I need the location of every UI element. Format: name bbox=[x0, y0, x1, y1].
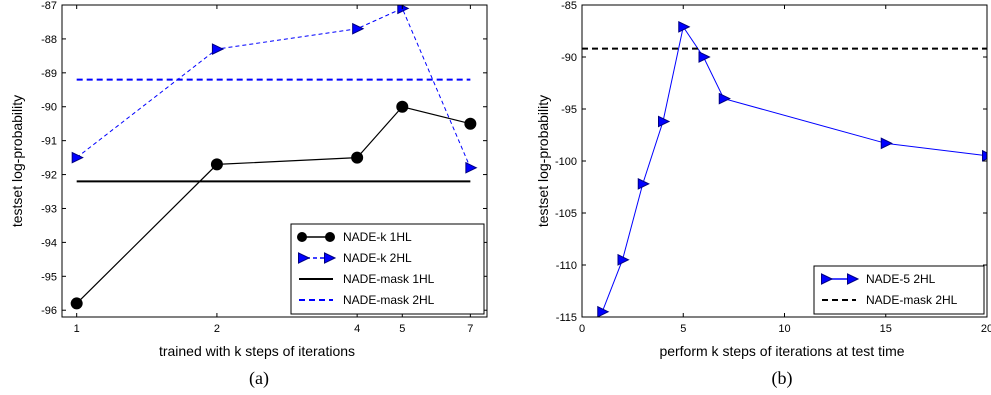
chart-a-y-axis-label: testset log-probability bbox=[9, 95, 25, 227]
chart-a-y-tick-label: -96 bbox=[41, 305, 57, 317]
chart-a-series-nade-k-2hl-point bbox=[397, 5, 410, 15]
chart-b-caption: (b) bbox=[772, 368, 793, 389]
chart-b-series-nade-5-2hl-point bbox=[597, 305, 610, 317]
chart-b-series-nade-5-2hl-point bbox=[678, 20, 691, 33]
chart-a-legend-nade-k-2hl-marker bbox=[324, 252, 337, 264]
chart-b-x-tick-label: 20 bbox=[981, 323, 991, 335]
chart-a-x-tick-label: 4 bbox=[354, 323, 360, 335]
chart-a-series-group bbox=[70, 5, 478, 310]
chart-b-series-nade-5-2hl-point bbox=[637, 177, 650, 190]
chart-a-legend-nade-k-1hl-marker bbox=[297, 232, 307, 242]
chart-b-series-nade-5-2hl-point bbox=[658, 115, 671, 128]
chart-a-x-tick-label: 7 bbox=[467, 323, 473, 335]
chart-b-series-group bbox=[582, 20, 987, 317]
chart-a-y-tick-label: -90 bbox=[41, 102, 57, 114]
chart-b-y-tick-label: -90 bbox=[561, 52, 577, 64]
chart-b-y-tick-label: -100 bbox=[555, 156, 577, 168]
chart-b-legend-nade-mask-2hl-label: NADE-mask 2HL bbox=[866, 293, 958, 307]
chart-a-plot-frame bbox=[61, 4, 488, 318]
chart-a-series-nade-k-1hl-point bbox=[396, 100, 409, 113]
chart-b-series-nade-5-2hl-point bbox=[880, 137, 893, 150]
chart-a-legend-nade-k-2hl-marker bbox=[298, 252, 311, 264]
chart-a-legend-nade-k-1hl-label: NADE-k 1HL bbox=[343, 230, 412, 244]
chart-a-axes: -96 -95 -94 -93 -92 -91 -90 -89 -88 -87 1 2 4 5 7 bbox=[41, 0, 488, 335]
chart-b-legend-nade-5-2hl-marker bbox=[847, 273, 860, 285]
chart-a-y-tick-label: -94 bbox=[41, 237, 57, 249]
chart-a-y-tick-label: -93 bbox=[41, 203, 57, 215]
chart-a-y-tick-label: -95 bbox=[41, 271, 57, 283]
chart-b-legend: NADE-5 2HL NADE-mask 2HL bbox=[813, 265, 985, 315]
chart-a-y-tick-label: -92 bbox=[41, 170, 57, 182]
chart-b-x-tick-label: 5 bbox=[680, 323, 686, 335]
chart-a-x-tick-label: 5 bbox=[399, 323, 405, 335]
chart-a-y-tick-label: -88 bbox=[41, 34, 57, 46]
chart-b-y-tick-label: -115 bbox=[556, 312, 577, 324]
chart-a-x-tick-label: 1 bbox=[74, 323, 80, 335]
chart-b-legend-box bbox=[813, 265, 985, 315]
chart-b-x-tick-label: 15 bbox=[880, 323, 892, 335]
chart-a-series-nade-k-2hl-line bbox=[76, 7, 471, 168]
chart-a: -96 -95 -94 -93 -92 -91 -90 -89 -88 -87 1 2 4 5 7 test… bbox=[9, 0, 488, 389]
chart-b-axes: -115 -110 -105 -100 -95 -90 -85 0 5 10 15 20 bbox=[555, 0, 991, 335]
chart-b-x-tick-label: 10 bbox=[778, 323, 790, 335]
chart-a-caption: (a) bbox=[249, 368, 269, 389]
chart-b-series-nade-5-2hl-point bbox=[617, 253, 630, 266]
chart-a-legend-nade-mask-2hl-label: NADE-mask 2HL bbox=[343, 293, 435, 307]
chart-a-series-nade-k-1hl-point bbox=[351, 151, 364, 164]
chart-b-y-tick-label: -105 bbox=[555, 208, 577, 220]
chart-b-y-tick-label: -110 bbox=[556, 260, 577, 272]
chart-a-x-axis-label: trained with k steps of iterations bbox=[159, 343, 355, 359]
chart-a-legend-nade-k-2hl-label: NADE-k 2HL bbox=[343, 251, 412, 265]
chart-a-y-tick-label: -87 bbox=[41, 0, 57, 12]
chart-a-series-nade-k-1hl-point bbox=[464, 117, 477, 130]
chart-b: -115 -110 -105 -100 -95 -90 -85 0 5 10 15 20 testse… bbox=[535, 0, 991, 389]
chart-a-series-nade-k-2hl-point bbox=[71, 151, 84, 164]
chart-a-y-tick-label: -89 bbox=[41, 68, 57, 80]
chart-a-legend-nade-k-1hl-marker bbox=[325, 232, 335, 242]
chart-b-legend-nade-5-2hl-marker bbox=[821, 273, 834, 285]
chart-b-series-nade-5-2hl-point bbox=[982, 149, 987, 162]
chart-a-series-nade-k-1hl-point bbox=[70, 297, 83, 310]
chart-a-x-tick-label: 2 bbox=[214, 323, 220, 335]
chart-b-y-axis-label: testset log-probability bbox=[535, 95, 551, 227]
chart-a-series-nade-k-2hl-point bbox=[352, 22, 365, 35]
chart-a-series-nade-k-2hl-point bbox=[211, 43, 225, 55]
chart-a-legend-nade-mask-1hl-label: NADE-mask 1HL bbox=[343, 272, 435, 286]
chart-b-series-nade-5-2hl-point bbox=[718, 92, 731, 105]
chart-b-y-tick-label: -85 bbox=[561, 0, 577, 12]
chart-a-series-nade-k-2hl-point bbox=[465, 161, 478, 174]
chart-a-series-nade-k-1hl-point bbox=[210, 158, 223, 171]
chart-a-legend: NADE-k 1HL NADE-k 2HL NADE-mask 1HL NADE-ma… bbox=[290, 223, 485, 315]
chart-b-legend-nade-5-2hl-label: NADE-5 2HL bbox=[866, 272, 936, 286]
chart-b-y-tick-label: -95 bbox=[561, 104, 577, 116]
chart-b-x-tick-label: 0 bbox=[579, 323, 585, 335]
chart-a-y-tick-label: -91 bbox=[41, 136, 57, 148]
chart-b-x-axis-label: perform k steps of iterations at test ti… bbox=[659, 343, 904, 359]
chart-b-series-nade-5-2hl-point bbox=[698, 51, 711, 63]
